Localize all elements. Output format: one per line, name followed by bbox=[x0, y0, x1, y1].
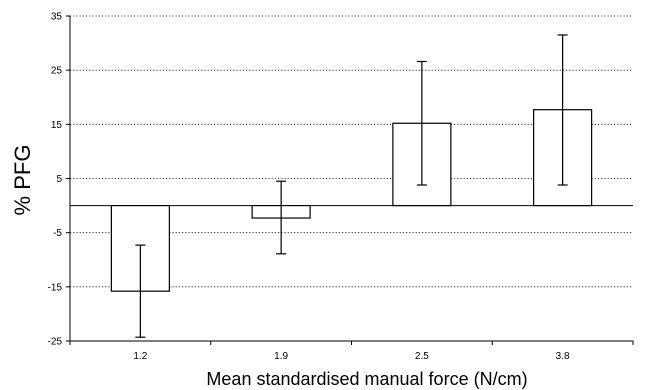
y-tick-label: -15 bbox=[48, 282, 63, 293]
x-tick-label: 2.5 bbox=[415, 351, 429, 362]
y-tick-label: 5 bbox=[56, 174, 62, 185]
x-tick-labels: 1.2 1.9 2.5 3.8 bbox=[133, 351, 570, 362]
y-axis-title: % PFG bbox=[10, 145, 35, 216]
x-tick-label: 3.8 bbox=[556, 351, 570, 362]
bars-group bbox=[110, 109, 593, 292]
y-tick-label: 25 bbox=[51, 66, 63, 77]
x-axis-title: Mean standardised manual force (N/cm) bbox=[206, 369, 527, 389]
x-tick-label: 1.2 bbox=[133, 351, 147, 362]
x-tick-label: 1.9 bbox=[274, 351, 288, 362]
y-tick-label: 15 bbox=[51, 120, 63, 131]
error-bars-group bbox=[135, 34, 568, 338]
y-tick-label: 35 bbox=[51, 12, 63, 23]
y-tick-label: -25 bbox=[48, 337, 63, 348]
axes-group bbox=[66, 15, 634, 345]
y-tick-label: -5 bbox=[53, 228, 62, 239]
y-tick-labels: 35 25 15 5 -5 -15 -25 bbox=[48, 12, 63, 348]
